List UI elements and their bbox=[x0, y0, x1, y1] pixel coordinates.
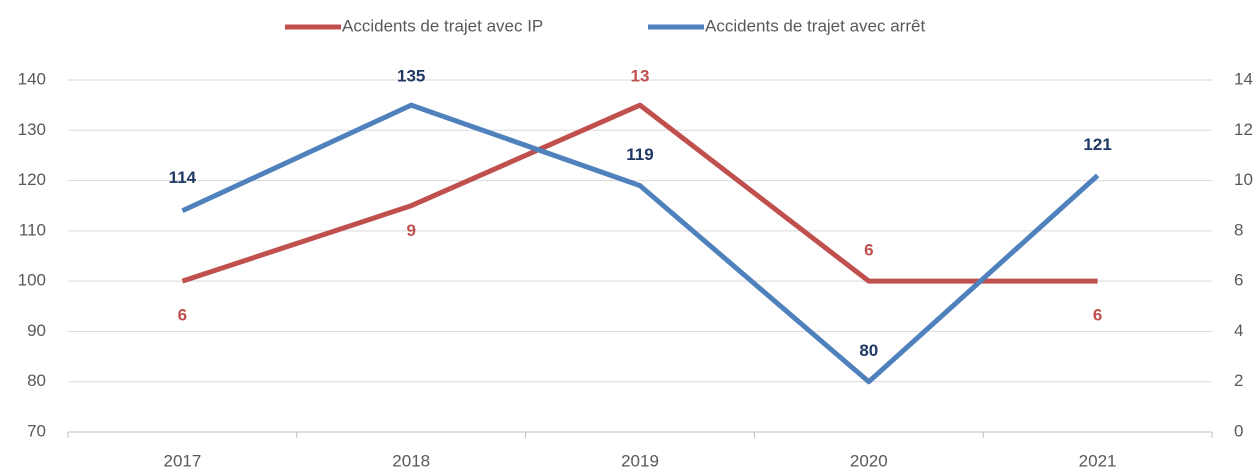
y-tick-label: 90 bbox=[27, 321, 46, 340]
y2-tick-label: 2 bbox=[1234, 371, 1243, 390]
y2-tick-label: 6 bbox=[1234, 271, 1243, 290]
data-label: 135 bbox=[397, 67, 425, 86]
data-label: 121 bbox=[1083, 135, 1111, 154]
data-label: 6 bbox=[864, 241, 873, 260]
data-label: 9 bbox=[406, 221, 415, 240]
y-tick-label: 100 bbox=[18, 271, 46, 290]
y2-tick-label: 8 bbox=[1234, 220, 1243, 239]
x-tick-label: 2017 bbox=[163, 451, 201, 470]
x-tick-label: 2018 bbox=[392, 451, 430, 470]
y-tick-label: 140 bbox=[18, 69, 46, 88]
data-label: 6 bbox=[178, 306, 187, 325]
y-tick-label: 120 bbox=[18, 170, 46, 189]
x-tick-label: 2019 bbox=[621, 451, 659, 470]
y-tick-label: 130 bbox=[18, 120, 46, 139]
y2-tick-label: 14 bbox=[1234, 69, 1253, 88]
line-series bbox=[181, 102, 1098, 284]
line-series bbox=[181, 102, 1100, 385]
data-label: 6 bbox=[1093, 306, 1102, 325]
data-label: 119 bbox=[626, 145, 653, 164]
data-label: 80 bbox=[859, 341, 878, 360]
y2-tick-label: 4 bbox=[1234, 321, 1243, 340]
data-label: 13 bbox=[631, 67, 650, 86]
x-tick-label: 2021 bbox=[1079, 451, 1117, 470]
x-tick-label: 2020 bbox=[850, 451, 888, 470]
legend-label: Accidents de trajet avec arrêt bbox=[705, 16, 925, 35]
y2-tick-label: 0 bbox=[1234, 421, 1243, 440]
y-tick-label: 80 bbox=[27, 371, 46, 390]
legend-label: Accidents de trajet avec IP bbox=[342, 16, 543, 35]
y2-tick-label: 10 bbox=[1234, 170, 1253, 189]
y2-tick-label: 12 bbox=[1234, 120, 1253, 139]
y-tick-label: 70 bbox=[27, 421, 46, 440]
y-tick-label: 110 bbox=[19, 220, 46, 239]
data-label: 114 bbox=[169, 168, 197, 187]
